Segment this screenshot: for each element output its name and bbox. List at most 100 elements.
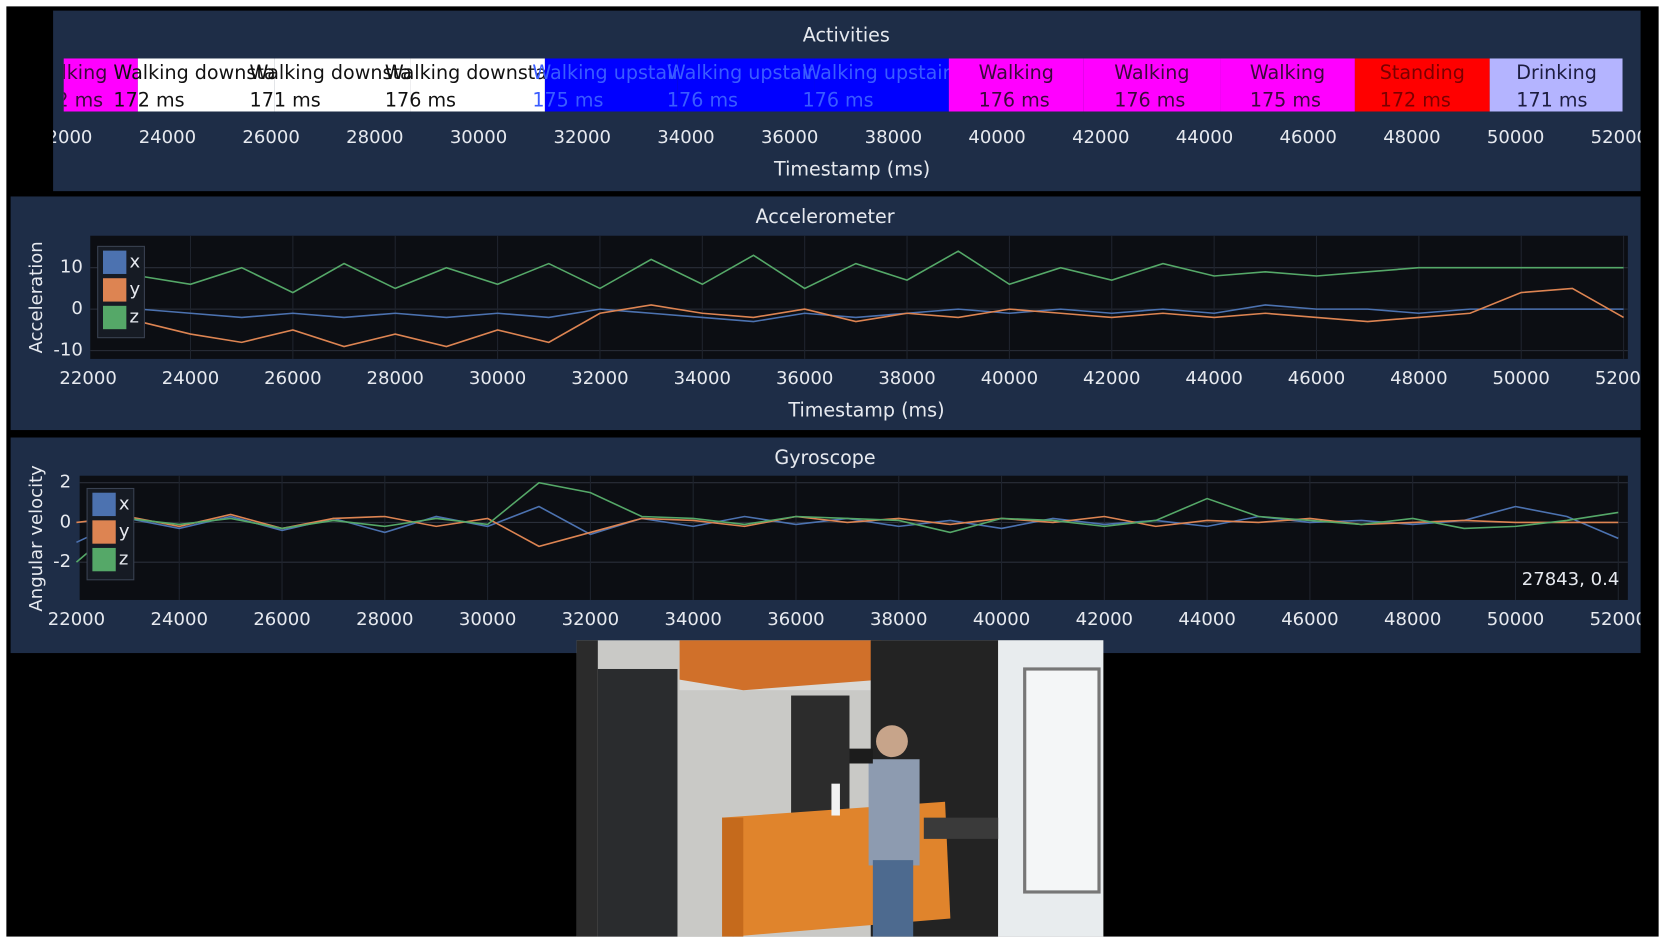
x-tick-label: 34000	[674, 368, 731, 389]
x-tick-label: 40000	[973, 609, 1030, 630]
x-axis-label: Timestamp (ms)	[787, 398, 944, 421]
x-tick-label: 52000	[1590, 609, 1647, 630]
legend-label: z	[119, 549, 128, 570]
activity-duration: 175 ms	[1250, 88, 1321, 111]
activity-segment	[1083, 58, 1221, 112]
x-tick-label: 46000	[1281, 609, 1338, 630]
x-tick-label: 36000	[767, 609, 824, 630]
x-tick-label: 28000	[346, 127, 403, 148]
x-tick-label: 34000	[664, 609, 721, 630]
activity-strip: Walking 172 ms Walking downstairs 172 ms Wal…	[32, 58, 1623, 112]
x-tick-label: 32000	[562, 609, 619, 630]
activity-segment	[544, 58, 678, 112]
activity-segment	[948, 58, 1084, 112]
video-frame	[576, 640, 1104, 937]
activity-label: Walking	[1114, 61, 1189, 84]
series-line	[139, 287, 1624, 348]
activity-duration: 176 ms	[1114, 88, 1185, 111]
series-line	[75, 481, 1619, 563]
y-tick-label: -2	[53, 551, 71, 572]
x-tick-label: 24000	[151, 609, 208, 630]
x-tick-label: 48000	[1384, 609, 1441, 630]
x-tick-label: 50000	[1487, 127, 1544, 148]
activity-segment	[137, 58, 275, 112]
x-axis-label: Timestamp (ms)	[773, 157, 930, 180]
x-tick-label: 42000	[1083, 368, 1140, 389]
x-tick-label: 28000	[356, 609, 413, 630]
x-tick-label: 36000	[761, 127, 818, 148]
x-tick-label: 48000	[1383, 127, 1440, 148]
legend-label: x	[130, 251, 141, 272]
series-line	[139, 250, 1624, 294]
activity-segment	[274, 58, 411, 112]
x-tick-label: 46000	[1280, 127, 1337, 148]
activity-duration: 171 ms	[250, 88, 321, 111]
legend-label: z	[130, 307, 139, 328]
activity-label: Drinking	[1516, 61, 1597, 84]
y-tick-label: 10	[60, 257, 83, 278]
plot-area	[79, 475, 1628, 600]
x-tick-label: 30000	[450, 127, 507, 148]
x-tick-label: 32000	[554, 127, 611, 148]
x-tick-label: 30000	[469, 368, 526, 389]
activities-chart: Activities Walking 172 ms Walking downstair…	[32, 24, 1640, 181]
chart-title: Accelerometer	[755, 205, 894, 228]
activity-segment	[1354, 58, 1490, 112]
x-tick-label: 26000	[242, 127, 299, 148]
activity-segment	[410, 58, 545, 112]
legend-label: y	[119, 521, 130, 542]
x-tick-label: 32000	[571, 368, 628, 389]
activity-duration: 176 ms	[667, 88, 738, 111]
x-tick-label: 40000	[968, 127, 1025, 148]
legend-label: x	[119, 493, 130, 514]
activity-duration: 171 ms	[1516, 88, 1587, 111]
activity-duration: 172 ms	[113, 88, 184, 111]
chart-title: Activities	[803, 24, 890, 47]
x-tick-label: 50000	[1487, 609, 1544, 630]
x-tick-label: 28000	[367, 368, 424, 389]
x-tick-label: 42000	[1076, 609, 1133, 630]
x-tick-label: 52000	[1595, 368, 1652, 389]
activity-label: Standing	[1380, 61, 1465, 84]
activity-label: Walking	[979, 61, 1054, 84]
x-tick-label: 50000	[1493, 368, 1550, 389]
legend-swatch	[103, 250, 127, 274]
x-tick-label: 42000	[1072, 127, 1129, 148]
y-tick-label: 0	[60, 511, 71, 532]
activity-duration: 176 ms	[979, 88, 1050, 111]
activity-label: Walking downstairs	[250, 61, 435, 84]
x-tick-label: 38000	[878, 368, 935, 389]
activity-segment	[1220, 58, 1355, 112]
activity-segment	[677, 58, 815, 112]
activity-duration: 172 ms	[32, 88, 103, 111]
activity-label: Walking upstairs	[532, 61, 690, 84]
activity-duration: 176 ms	[803, 88, 874, 111]
activity-label: Walking upstairs	[803, 61, 961, 84]
activity-label: Walking downstairs	[385, 61, 570, 84]
y-tick-label: 2	[60, 472, 71, 493]
legend-label: y	[130, 279, 141, 300]
x-tick-label: 40000	[981, 368, 1038, 389]
legend-swatch	[92, 492, 116, 517]
x-tick-label: 22000	[59, 368, 116, 389]
x-tick-label: 44000	[1178, 609, 1235, 630]
activity-duration: 176 ms	[385, 88, 456, 111]
x-tick-label: 44000	[1176, 127, 1233, 148]
x-tick-label: 30000	[459, 609, 516, 630]
accelerometer-chart: Accelerometer -10 0 10 xyz Acceleration 22000 2…	[26, 205, 1652, 421]
activity-duration: 175 ms	[532, 88, 603, 111]
y-tick-label: 0	[71, 298, 82, 319]
legend-swatch	[92, 520, 116, 544]
activity-segment	[63, 58, 138, 112]
x-tick-label: 26000	[264, 368, 321, 389]
activity-label: Walking downstairs	[113, 61, 298, 84]
plot-area	[90, 235, 1628, 359]
series-line	[139, 304, 1624, 323]
x-tick-label: 24000	[162, 368, 219, 389]
gyroscope-chart: Gyroscope -2 0 2 xyz Angular velocity 27843, 0…	[26, 446, 1647, 630]
activity-segment	[1489, 58, 1623, 112]
activity-label: Walking upstairs	[667, 61, 825, 84]
x-tick-label: 36000	[776, 368, 833, 389]
activity-segment	[814, 58, 949, 112]
